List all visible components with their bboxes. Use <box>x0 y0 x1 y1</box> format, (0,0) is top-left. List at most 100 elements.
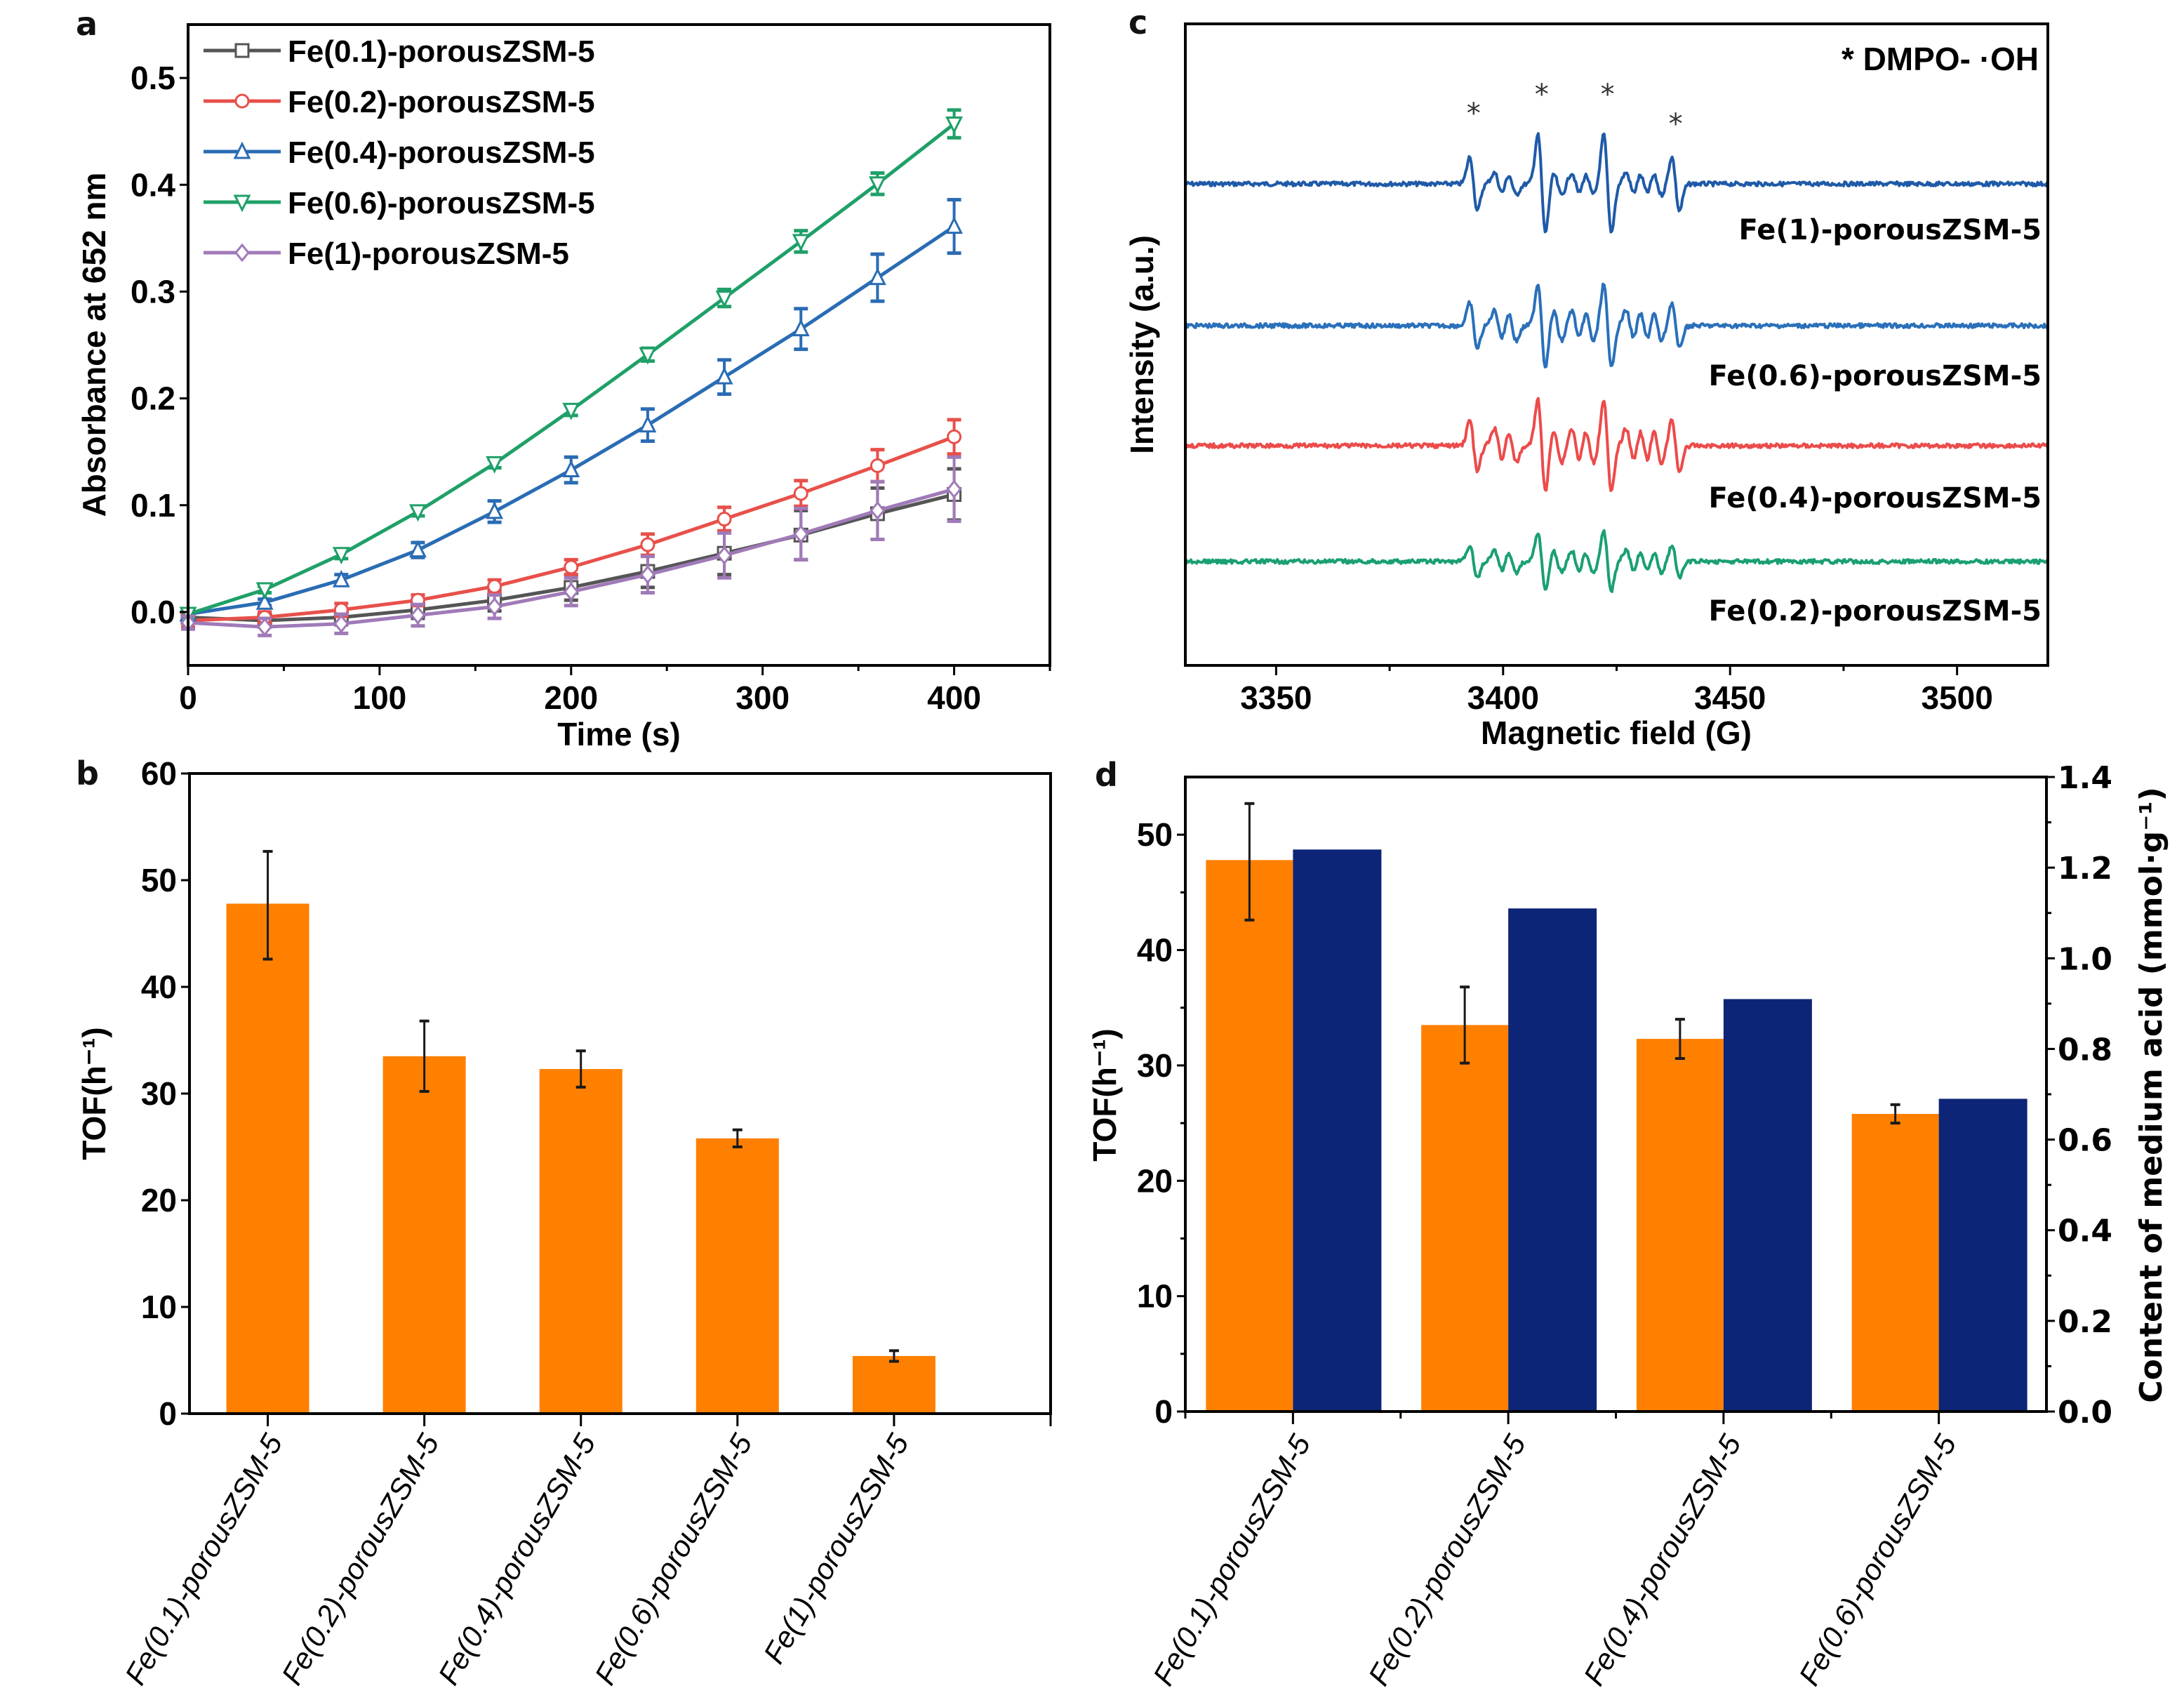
d-bar-tof <box>1636 1039 1724 1412</box>
b-y-tick-label: 30 <box>141 1075 177 1112</box>
c-x-axis-title: Magnetic field (G) <box>1481 715 1752 751</box>
a-data-point <box>639 565 655 585</box>
panel-letter-d: d <box>1095 756 1118 794</box>
d-y-tick-label-left: 0 <box>1154 1393 1173 1430</box>
a-data-point <box>562 460 580 478</box>
a-data-point <box>870 500 886 520</box>
b-bars-layer <box>226 849 935 1414</box>
c-x-tick-label: 3500 <box>1921 679 1992 716</box>
a-data-point <box>564 559 579 575</box>
a-data-point <box>562 402 580 420</box>
b-y-tick-label: 60 <box>141 755 177 792</box>
d-bar-acid <box>1723 999 1812 1412</box>
c-axes: 3350 3400 3450 3500 <box>1240 665 1993 716</box>
a-data-point <box>715 291 733 308</box>
c-peak-marker: * <box>1669 108 1683 140</box>
d-bar-acid <box>1508 908 1597 1412</box>
a-y-tick-label: 0.2 <box>131 380 175 417</box>
c-trace-1 <box>1185 282 2049 368</box>
c-traces-layer: Fe(1)-porousZSM-5 Fe(0.6)-porousZSM-5 Fe(0… <box>1184 79 2049 627</box>
a-data-point <box>947 429 962 444</box>
a-legend-label: Fe(0.2)-porousZSM-5 <box>288 85 595 119</box>
a-data-point <box>793 486 808 501</box>
a-plot-frame <box>187 23 1051 667</box>
c-trace-label: Fe(0.2)-porousZSM-5 <box>1708 595 2042 627</box>
c-y-axis-title: Intensity (a.u.) <box>1124 235 1160 454</box>
c-x-tick-label: 3400 <box>1467 679 1539 716</box>
d-bars-layer <box>1206 802 2027 1412</box>
d-y-tick-label-right: 0.0 <box>2058 1395 2112 1430</box>
d-y-tick-label-left: 10 <box>1137 1278 1173 1315</box>
a-x-tick-label: 200 <box>544 679 598 716</box>
b-y-tick-label: 10 <box>141 1289 177 1325</box>
a-legend-marker <box>234 43 250 58</box>
a-data-point <box>255 592 274 610</box>
a-legend-marker <box>234 243 250 263</box>
a-x-tick-label: 300 <box>735 679 790 716</box>
d-bar-tof <box>1206 860 1293 1412</box>
panel-c-epr-spectra: Fe(1)-porousZSM-5 Fe(0.6)-porousZSM-5 Fe(0… <box>1124 22 2049 751</box>
c-peak-marker: * <box>1535 79 1549 111</box>
a-y-tick-label: 0.4 <box>131 166 175 203</box>
d-y-tick-label-right: 1.2 <box>2058 851 2112 886</box>
d-y-tick-label-right: 1.4 <box>2058 760 2112 796</box>
a-legend: Fe(0.1)-porousZSM-5 Fe(0.2)-porousZSM-5 Fe… <box>204 34 595 271</box>
a-data-point <box>332 569 350 587</box>
a-data-point <box>639 347 657 365</box>
c-peak-marker: * <box>1467 98 1481 130</box>
a-data-point <box>486 501 504 519</box>
a-data-point <box>792 319 810 337</box>
d-bar-acid <box>1938 1098 2027 1412</box>
a-y-axis-title: Absorbance at 652 nm <box>76 173 112 517</box>
b-y-tick-label: 40 <box>141 969 177 1005</box>
a-data-point <box>639 415 657 433</box>
c-peak-marker: * <box>1601 79 1615 111</box>
d-bar-tof <box>1851 1113 1939 1412</box>
b-y-axis-title: TOF(h⁻¹) <box>76 1027 112 1160</box>
a-data-point <box>717 512 732 527</box>
a-data-point <box>870 458 885 473</box>
a-data-point <box>640 537 655 552</box>
b-bar <box>852 1355 935 1414</box>
c-trace-0 <box>1185 132 2049 234</box>
panel-letter-b: b <box>76 755 99 792</box>
a-data-point <box>945 117 963 134</box>
b-bar <box>539 1069 622 1414</box>
d-y-tick-label-right: 0.8 <box>2058 1032 2112 1068</box>
a-data-point <box>868 267 886 286</box>
a-data-point <box>409 540 427 558</box>
c-x-tick-label: 3350 <box>1240 679 1312 716</box>
a-data-point <box>255 582 274 600</box>
c-trace-3 <box>1184 529 2049 593</box>
a-data-point <box>486 456 504 474</box>
a-data-point <box>409 504 427 522</box>
b-bar <box>382 1056 466 1414</box>
a-data-point <box>945 216 963 234</box>
d-y-tick-label-right: 1.0 <box>2058 941 2112 977</box>
a-legend-label: Fe(0.6)-porousZSM-5 <box>288 186 595 220</box>
panel-letter-a: a <box>76 5 98 43</box>
c-trace-2 <box>1184 397 2049 493</box>
b-bar <box>695 1138 779 1414</box>
d-y-tick-label-right: 0.6 <box>2058 1123 2112 1159</box>
a-y-tick-label: 0.3 <box>131 273 175 310</box>
a-axes: 0 100 200 300 400 0.0 0.1 0.2 0.3 0.4 0.5 <box>131 60 1051 716</box>
a-data-point <box>563 582 579 602</box>
a-x-tick-label: 400 <box>927 679 981 716</box>
a-y-tick-label: 0.1 <box>131 487 175 524</box>
d-y-tick-label-left: 40 <box>1137 932 1173 969</box>
c-trace-label: Fe(0.4)-porousZSM-5 <box>1708 482 2042 514</box>
a-legend-marker <box>233 194 251 213</box>
c-trace-label: Fe(0.6)-porousZSM-5 <box>1708 360 2042 392</box>
d-y-tick-label-left: 50 <box>1137 816 1173 853</box>
a-legend-marker <box>233 141 251 159</box>
a-y-tick-label: 0.0 <box>131 594 175 630</box>
a-data-point <box>332 547 350 565</box>
a-legend-marker <box>234 93 250 109</box>
a-data-point <box>792 234 810 252</box>
a-data-point <box>486 597 502 616</box>
a-data-point <box>410 606 426 625</box>
d-y-tick-label-right: 0.2 <box>2058 1304 2112 1340</box>
panel-letter-c: c <box>1128 4 1147 41</box>
a-x-tick-label: 0 <box>179 679 197 716</box>
